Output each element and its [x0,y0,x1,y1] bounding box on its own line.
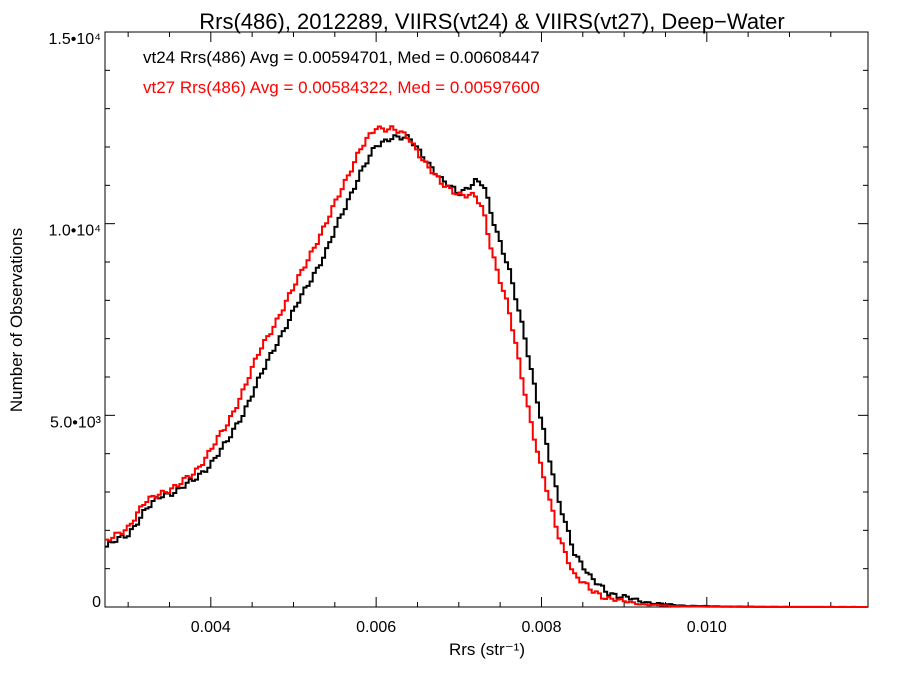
series-lines [105,125,869,608]
legend-entry-vt24: vt24 Rrs(486) Avg = 0.00594701, Med = 0.… [143,48,540,67]
x-tick-label: 0.008 [521,619,561,636]
y-tick-label: 0 [92,594,101,611]
x-tick-label: 0.006 [356,619,396,636]
legend: vt24 Rrs(486) Avg = 0.00594701, Med = 0.… [143,48,540,97]
y-tick-label: 1.0•10⁴ [48,223,101,240]
y-axis-ticks: 0 5.0•10³ 1.0•10⁴ 1.5•10⁴ [48,31,868,611]
chart-title: Rrs(486), 2012289, VIIRS(vt24) & VIIRS(v… [199,9,784,34]
x-axis-ticks: 0.004 0.006 0.008 0.010 [127,32,832,636]
x-axis-label: Rrs (str⁻¹) [449,640,525,659]
plot-frame [104,31,869,608]
histogram-series-vt24 [105,134,869,608]
x-tick-label: 0.010 [687,619,727,636]
y-axis-label: Number of Observations [7,228,26,412]
histogram-series-vt27 [105,125,868,608]
y-tick-label: 1.5•10⁴ [48,31,101,48]
legend-entry-vt27: vt27 Rrs(486) Avg = 0.00584322, Med = 0.… [143,78,540,97]
x-tick-label: 0.004 [191,619,231,636]
y-tick-label: 5.0•10³ [50,414,102,431]
